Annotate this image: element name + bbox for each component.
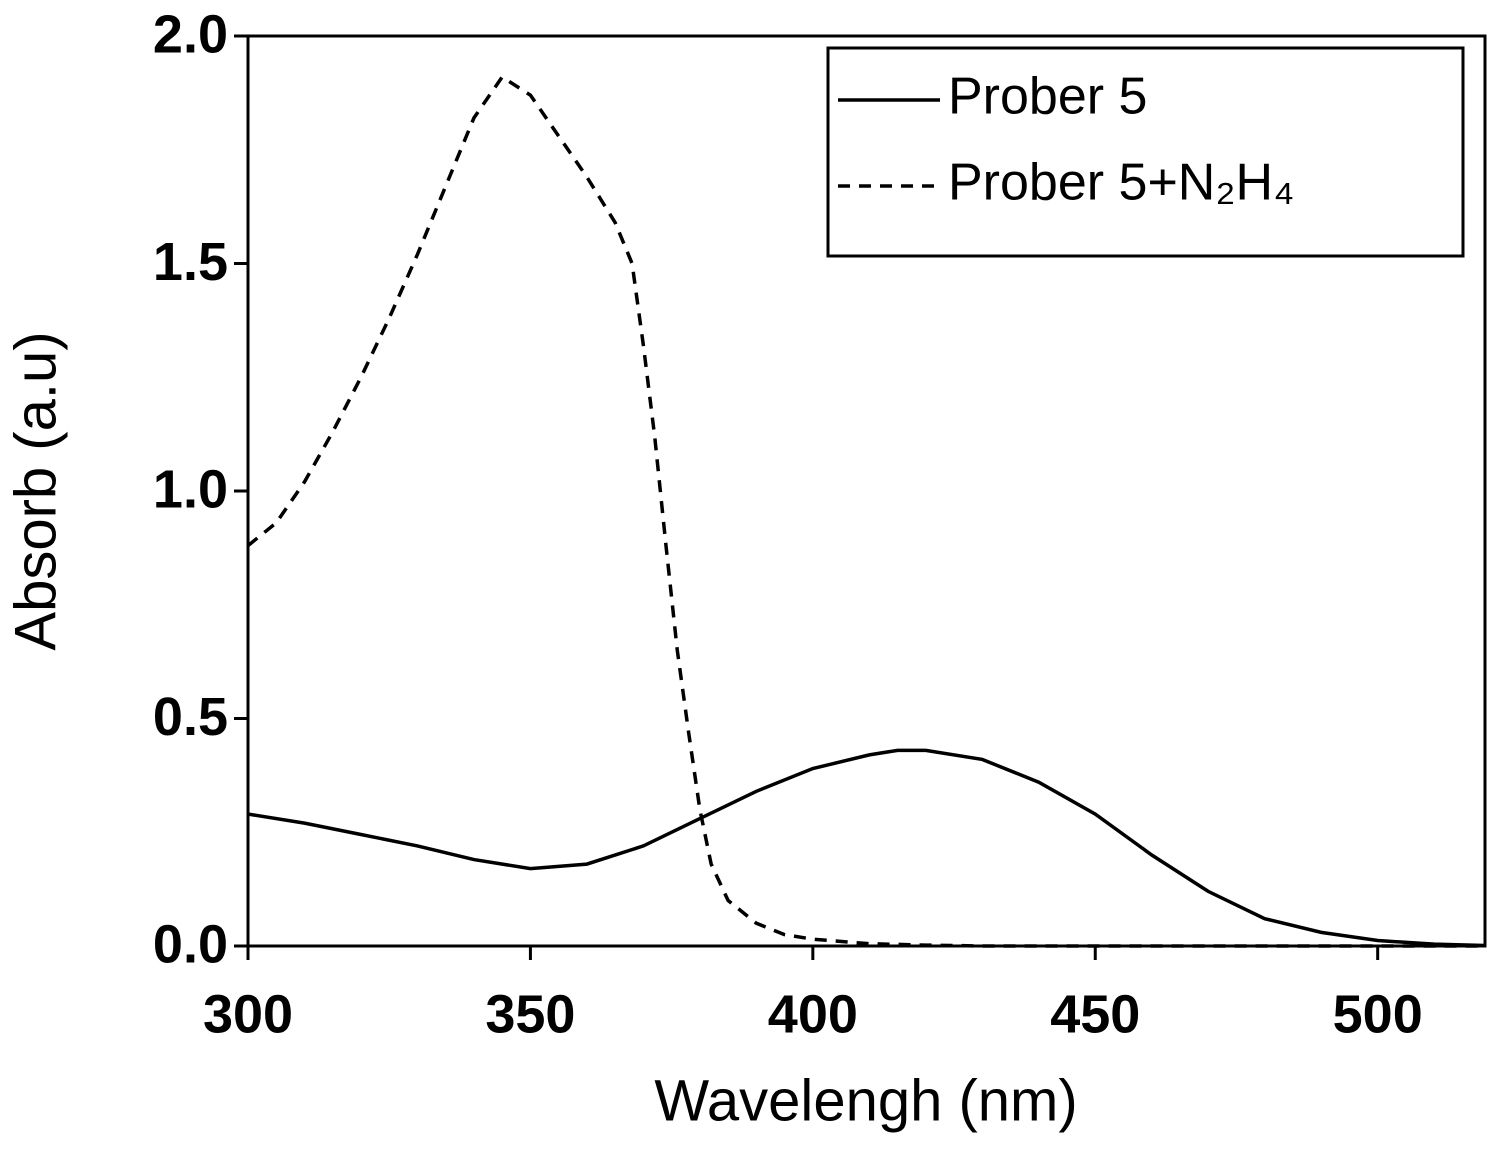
x-tick-label: 500 [1333, 984, 1423, 1044]
x-tick-label: 300 [203, 984, 293, 1044]
y-tick-label: 1.5 [153, 232, 228, 292]
legend-label: Prober 5+N₂H₄ [948, 154, 1294, 212]
y-tick-label: 0.5 [153, 687, 228, 747]
y-tick-label: 1.0 [153, 459, 228, 519]
x-tick-label: 350 [485, 984, 575, 1044]
x-axis-title: Wavelengh (nm) [654, 1068, 1077, 1133]
y-tick-label: 0.0 [153, 914, 228, 974]
x-tick-label: 450 [1050, 984, 1140, 1044]
legend-label: Prober 5 [948, 68, 1147, 126]
data-line [246, 74, 1485, 948]
legend-box [826, 46, 1465, 258]
y-axis-title: Absorb (a.u) [3, 331, 68, 650]
y-tick-label: 2.0 [153, 4, 228, 64]
x-tick-label: 400 [768, 984, 858, 1044]
data-line [247, 748, 1486, 948]
